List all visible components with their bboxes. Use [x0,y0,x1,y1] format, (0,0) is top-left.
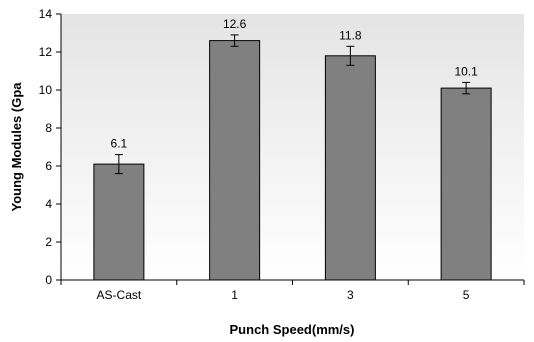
x-tick-label-3: 5 [463,288,470,302]
bar-3 [440,87,492,281]
error-bar-3 [462,81,471,95]
y-tick-label-1: 2 [45,235,52,249]
y-axis-title: Young Modules (Gpa [9,82,24,212]
error-bar-1 [230,34,239,47]
data-label-3: 10.1 [454,64,478,78]
x-tick-label-2: 3 [347,288,354,302]
y-tick-label-4: 8 [45,121,52,135]
data-label-2: 11.8 [339,28,362,42]
data-label-1: 12.6 [223,17,247,31]
data-label-0: 6.1 [111,137,128,151]
bar-2 [324,55,376,281]
y-tick-label-0: 0 [45,273,52,287]
y-tick-label-3: 6 [45,159,52,173]
y-tick-label-7: 14 [39,7,53,21]
x-tick-label-1: 1 [231,288,238,302]
bar-0 [93,163,145,281]
bar-1 [209,40,261,281]
axes: AS-Cast 1 3 5 0 2 4 6 8 10 12 14 [39,7,525,302]
bars: 6.1 12.6 11.8 10.1 [93,17,492,281]
x-tick-label-0: AS-Cast [97,288,142,302]
y-tick-label-5: 10 [39,83,53,97]
error-bar-0 [114,154,123,175]
y-tick-label-2: 4 [45,197,52,211]
y-tick-label-6: 12 [39,45,53,59]
x-axis-title: Punch Speed(mm/s) [230,322,355,337]
error-bar-2 [346,45,355,66]
